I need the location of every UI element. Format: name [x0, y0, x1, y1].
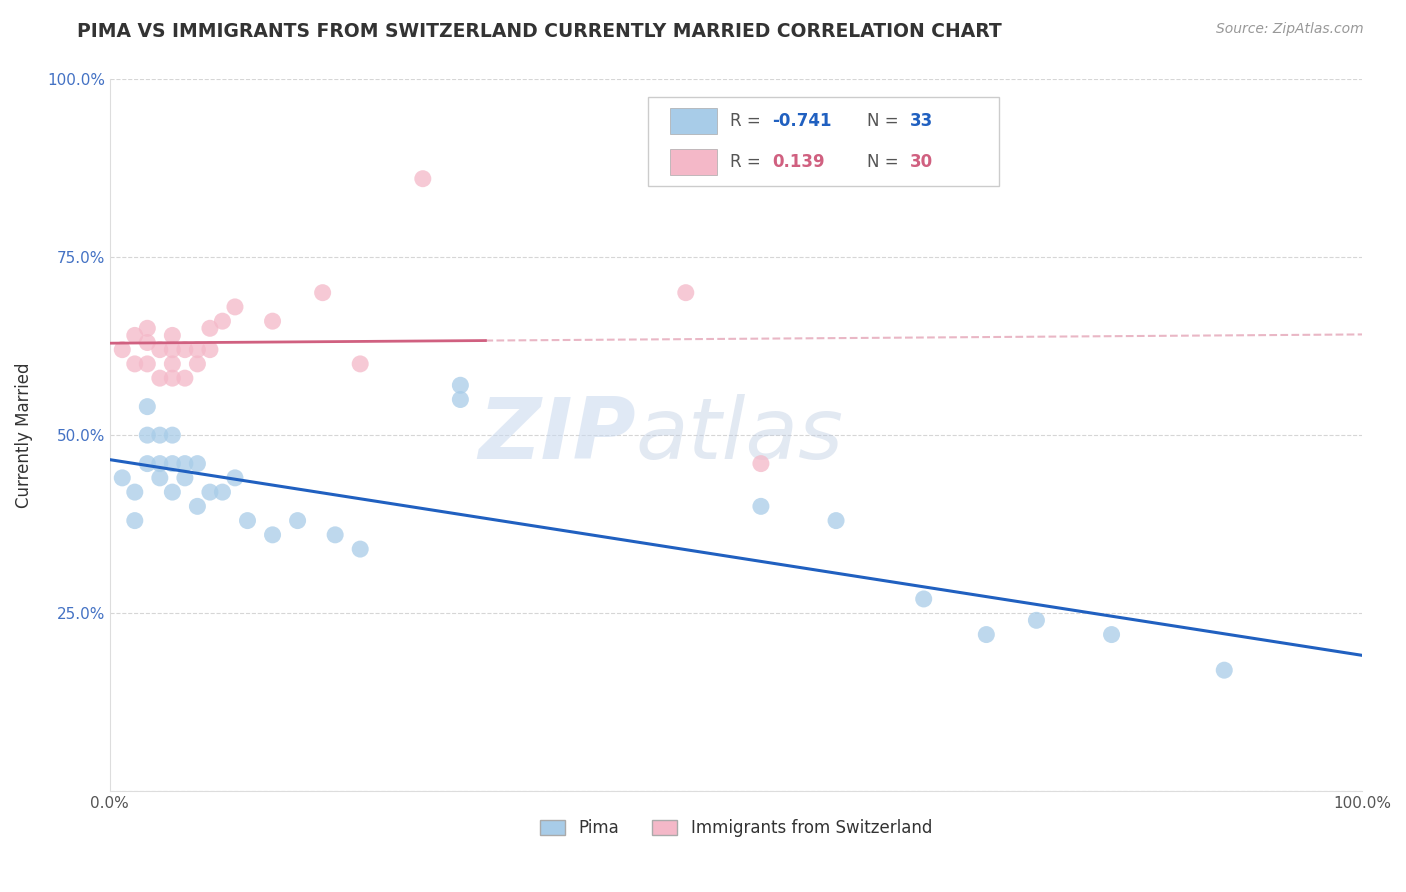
Text: R =: R =: [730, 153, 766, 170]
Point: [349, 357, 371, 371]
Point: [149, 371, 172, 385]
Point: [111, 471, 134, 485]
Point: [149, 343, 172, 357]
Point: [323, 528, 346, 542]
Point: [162, 328, 184, 343]
Text: 0.139: 0.139: [772, 153, 825, 170]
Point: [186, 343, 208, 357]
Point: [162, 371, 184, 385]
Point: [111, 343, 134, 357]
Point: [136, 400, 159, 414]
Point: [198, 343, 221, 357]
Point: [186, 500, 208, 514]
Point: [1101, 627, 1123, 641]
Point: [136, 321, 159, 335]
Point: [262, 528, 284, 542]
Point: [749, 457, 772, 471]
Text: N =: N =: [868, 153, 904, 170]
Text: 33: 33: [910, 112, 934, 130]
Bar: [669, 149, 717, 175]
Point: [162, 357, 184, 371]
Point: [136, 428, 159, 442]
Point: [136, 335, 159, 350]
Point: [198, 321, 221, 335]
Point: [124, 328, 146, 343]
Point: [124, 485, 146, 500]
Point: [412, 171, 434, 186]
Point: [287, 514, 309, 528]
Point: [149, 471, 172, 485]
Text: R =: R =: [730, 112, 766, 130]
Point: [976, 627, 998, 641]
Point: [136, 357, 159, 371]
Point: [149, 428, 172, 442]
Text: PIMA VS IMMIGRANTS FROM SWITZERLAND CURRENTLY MARRIED CORRELATION CHART: PIMA VS IMMIGRANTS FROM SWITZERLAND CURR…: [77, 22, 1002, 41]
Point: [173, 343, 195, 357]
Point: [186, 357, 208, 371]
Bar: [669, 108, 717, 134]
Text: -0.741: -0.741: [772, 112, 832, 130]
Point: [1025, 613, 1047, 627]
Point: [1213, 663, 1236, 677]
Point: [124, 514, 146, 528]
Point: [149, 457, 172, 471]
Text: ZIP: ZIP: [478, 393, 636, 476]
Point: [449, 392, 471, 407]
Point: [162, 343, 184, 357]
Point: [211, 485, 233, 500]
Text: N =: N =: [868, 112, 904, 130]
Point: [224, 471, 246, 485]
Point: [186, 457, 208, 471]
Point: [173, 471, 195, 485]
Point: [825, 514, 848, 528]
Point: [173, 371, 195, 385]
Text: atlas: atlas: [636, 393, 844, 476]
Text: Source: ZipAtlas.com: Source: ZipAtlas.com: [1216, 22, 1364, 37]
Point: [449, 378, 471, 392]
Point: [211, 314, 233, 328]
Point: [349, 542, 371, 557]
Point: [912, 591, 935, 606]
Legend: Pima, Immigrants from Switzerland: Pima, Immigrants from Switzerland: [533, 812, 939, 844]
Point: [162, 457, 184, 471]
Point: [162, 428, 184, 442]
Point: [675, 285, 697, 300]
Point: [224, 300, 246, 314]
Y-axis label: Currently Married: Currently Married: [15, 362, 32, 508]
Point: [162, 485, 184, 500]
FancyBboxPatch shape: [648, 97, 998, 186]
Text: 30: 30: [910, 153, 934, 170]
Point: [173, 457, 195, 471]
Point: [262, 314, 284, 328]
Point: [198, 485, 221, 500]
Point: [749, 500, 772, 514]
Point: [136, 457, 159, 471]
Point: [124, 357, 146, 371]
Point: [236, 514, 259, 528]
Point: [311, 285, 333, 300]
